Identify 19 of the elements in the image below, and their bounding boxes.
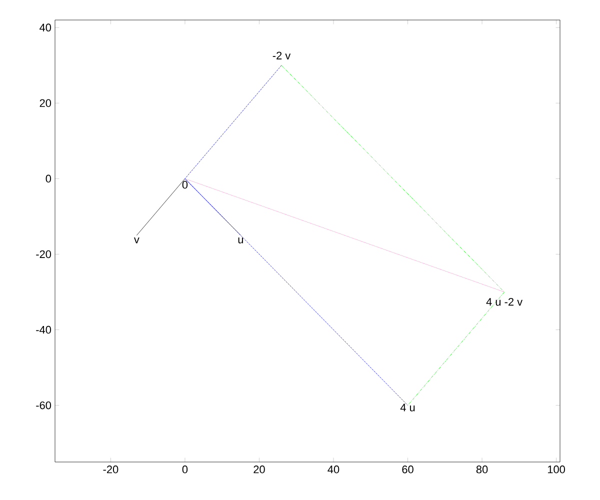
- y-tick-label: -20: [36, 250, 52, 258]
- y-tick-label: -60: [36, 401, 52, 410]
- y-tick-label: 20: [40, 99, 52, 107]
- x-tick-label: 20: [254, 466, 265, 474]
- annotation: v: [134, 238, 140, 244]
- annotation: u: [238, 238, 243, 244]
- y-tick-label: 0: [46, 174, 52, 183]
- x-tick-label: 40: [328, 466, 340, 474]
- y-tick-label: -40: [36, 326, 52, 334]
- x-tick-label: 100: [548, 466, 565, 474]
- annotation: 4 u -2 v: [486, 298, 523, 306]
- x-tick-label: 60: [402, 466, 414, 474]
- x-tick-label: 80: [476, 466, 488, 474]
- x-tick-label: 0: [182, 466, 188, 474]
- y-tick-label: 40: [40, 24, 52, 32]
- annotation: -2 v: [272, 52, 291, 60]
- annotation: 4 u: [400, 404, 415, 412]
- x-tick-label: -20: [103, 466, 118, 474]
- annotation: 0: [182, 180, 188, 189]
